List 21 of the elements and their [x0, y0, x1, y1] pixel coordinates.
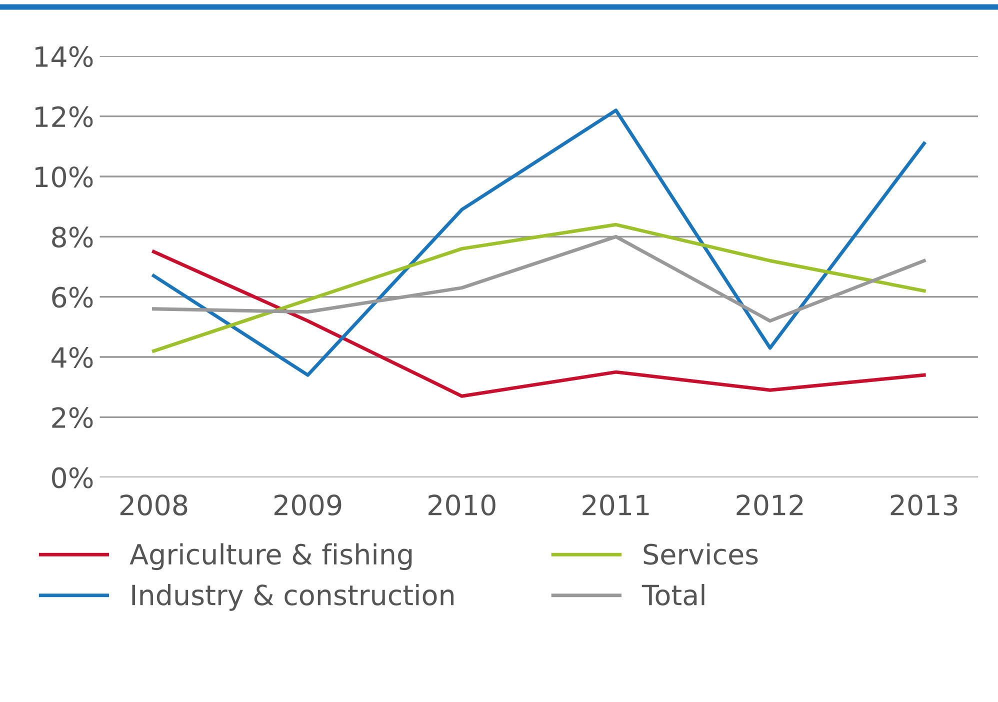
legend-label: Total	[642, 584, 704, 606]
legend-label: Industry & construction	[132, 584, 454, 611]
x-tick-label: 2013	[890, 494, 958, 516]
y-tick-label: 0%	[52, 467, 93, 488]
y-tick-label: 2%	[52, 407, 93, 428]
y-tick-label: 6%	[52, 286, 93, 308]
x-tick-label: 2011	[582, 494, 649, 516]
y-tick-label: 12%	[36, 106, 93, 128]
legend-label: Agriculture & fishing	[130, 543, 412, 570]
y-tick-label: 14%	[36, 46, 93, 68]
x-tick-label: 2012	[736, 494, 803, 516]
line-series	[152, 108, 926, 377]
line-series	[152, 250, 926, 398]
legend-label: Services	[644, 543, 758, 565]
x-tick-label: 2009	[274, 494, 342, 516]
x-tick-label: 2010	[428, 494, 496, 516]
y-tick-label: 4%	[52, 346, 93, 368]
x-tick-label: 2008	[120, 494, 188, 516]
y-tick-label: 10%	[36, 166, 93, 188]
y-tick-label: 8%	[52, 226, 93, 248]
line-series	[152, 222, 926, 353]
